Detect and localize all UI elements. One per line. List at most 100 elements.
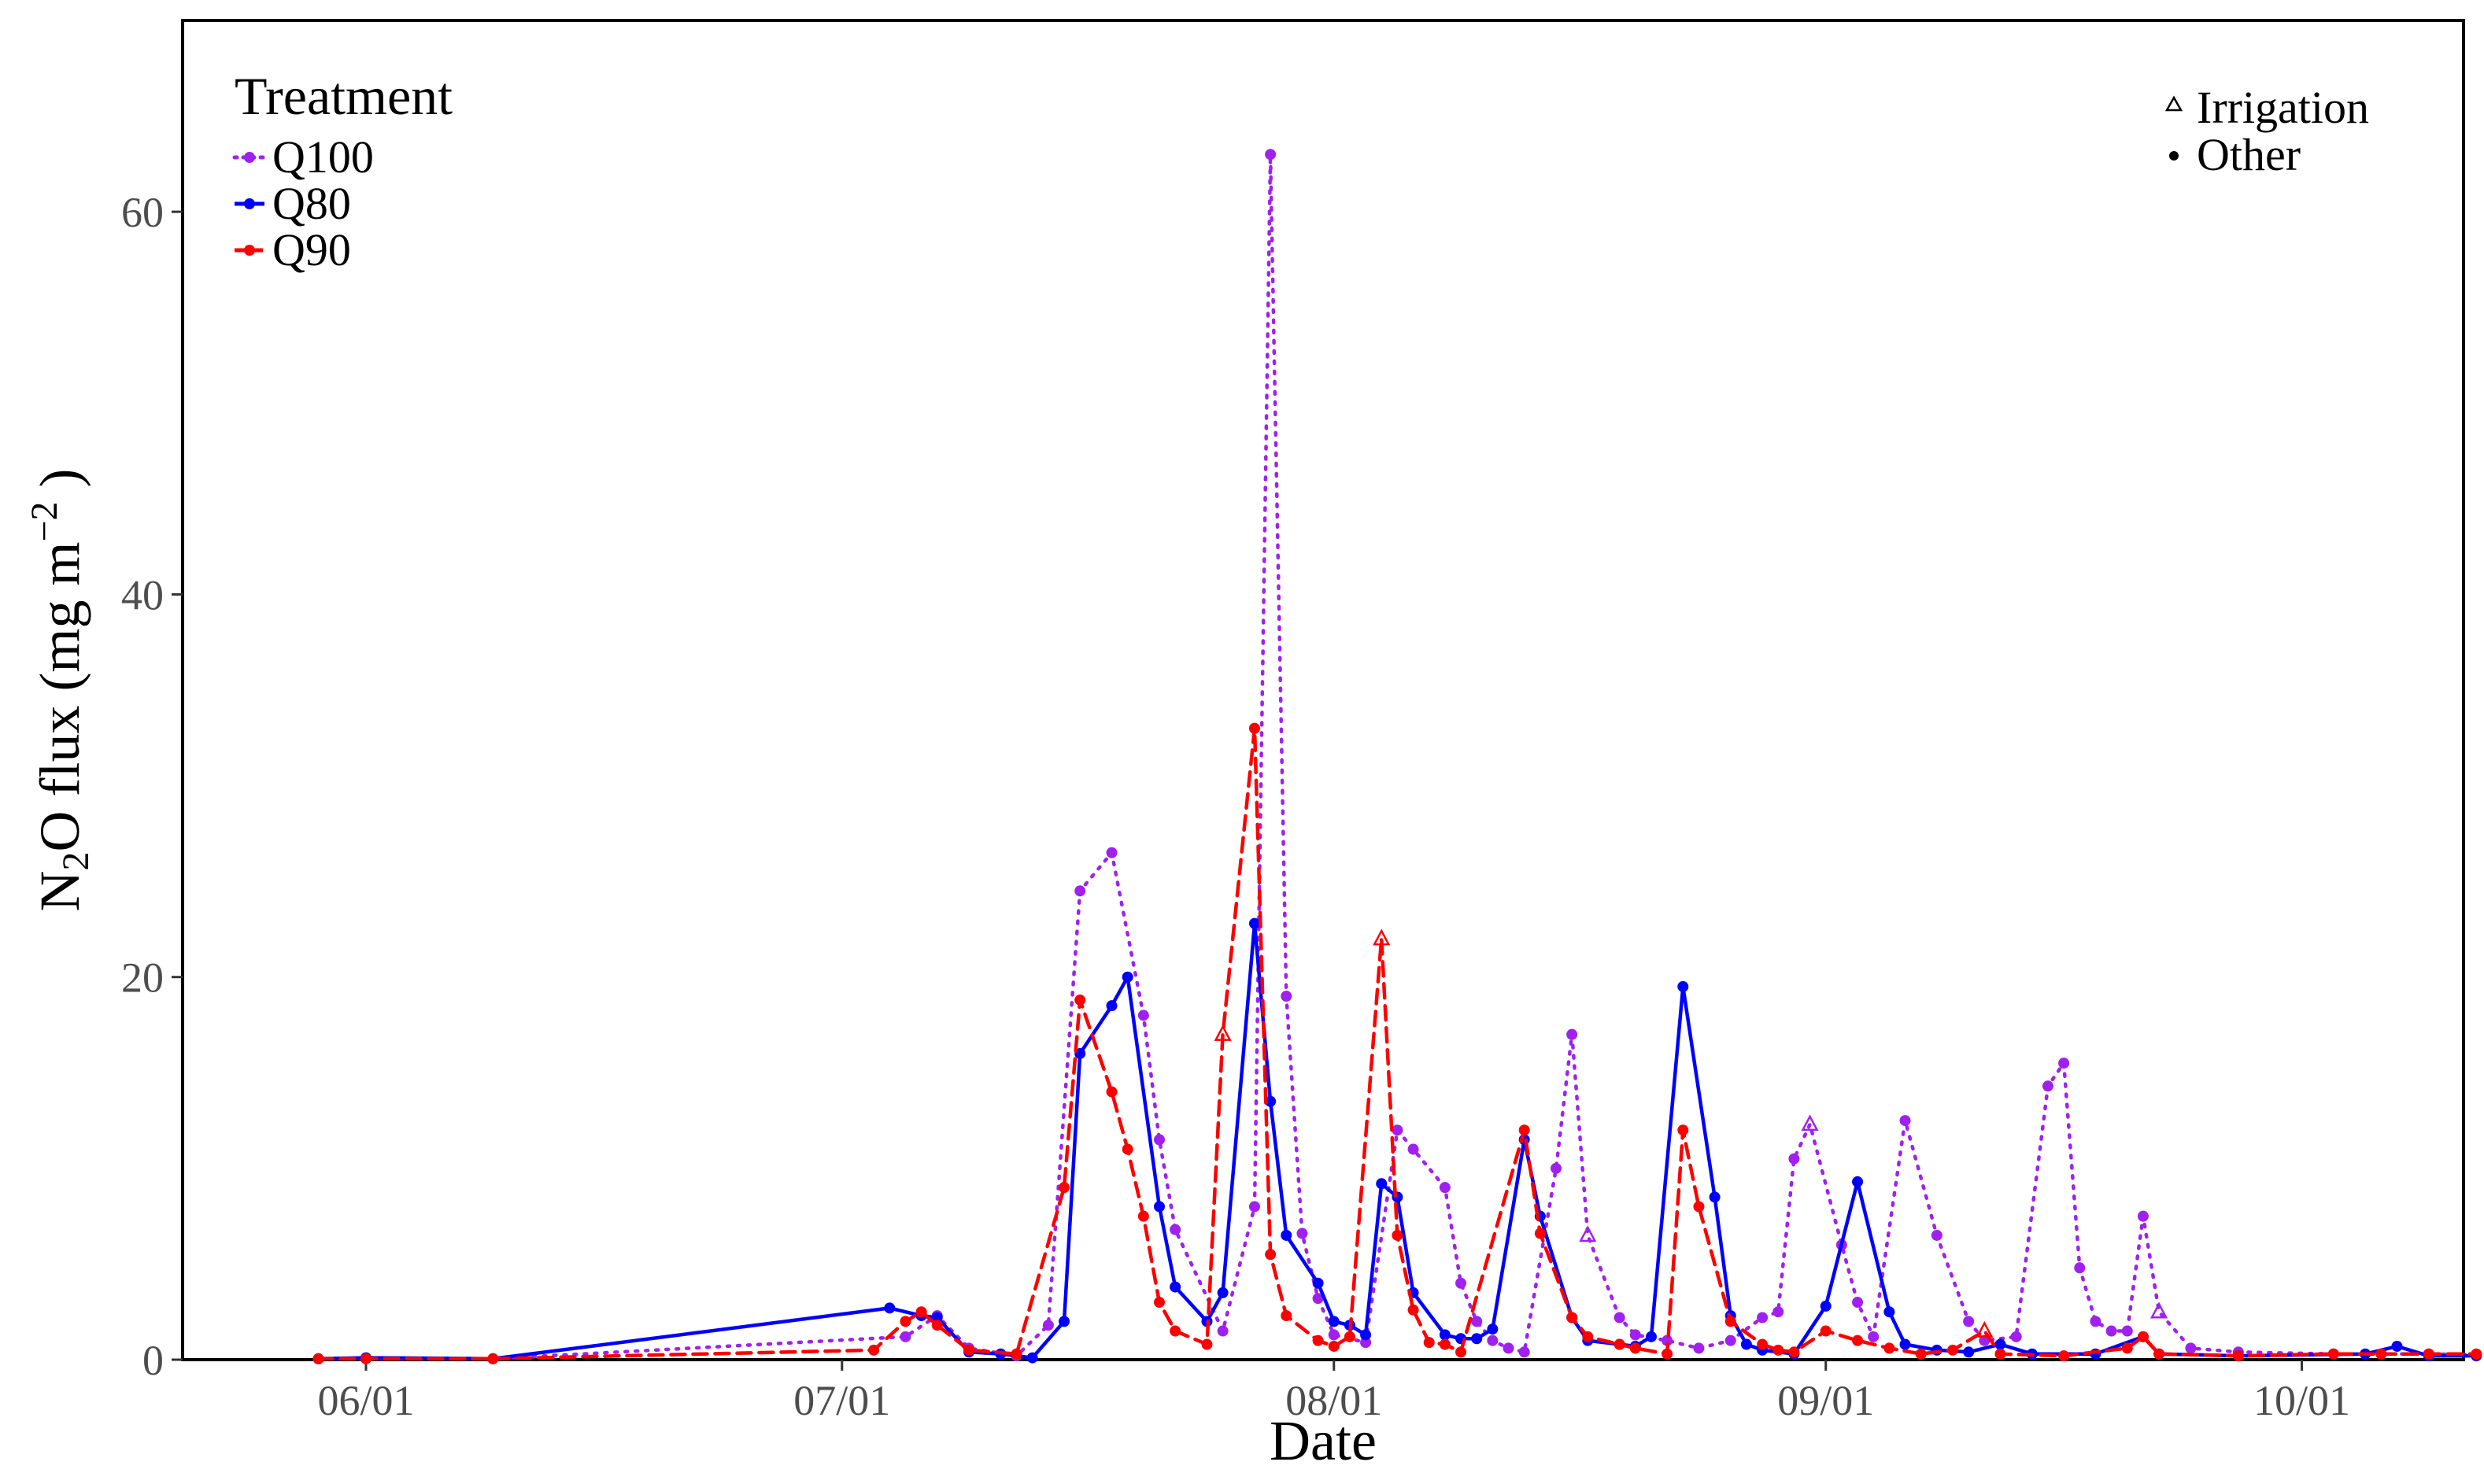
data-point-q100-42 <box>1852 1297 1864 1309</box>
data-point-q90-15 <box>1170 1325 1181 1337</box>
data-point-q100-16 <box>1281 991 1292 1002</box>
data-point-q80-13 <box>1154 1201 1165 1213</box>
data-point-q90-53 <box>2153 1348 2165 1360</box>
legend-title: Treatment <box>235 66 453 126</box>
data-point-q90-58 <box>2471 1348 2482 1360</box>
data-point-q90-10 <box>1074 994 1086 1006</box>
data-point-q90-12 <box>1122 1143 1133 1155</box>
data-point-q90-18 <box>1248 722 1260 734</box>
irrigation-point-q90-48 <box>1976 1320 1994 1338</box>
data-point-q80-24 <box>1376 1178 1388 1190</box>
data-point-q90-27 <box>1423 1337 1435 1349</box>
data-point-q90-2 <box>487 1353 499 1364</box>
data-point-q90-36 <box>1662 1348 1673 1360</box>
x-tick-label-4: 10/01 <box>2253 1377 2350 1424</box>
data-point-q90-34 <box>1613 1338 1625 1350</box>
data-point-q100-53 <box>2105 1325 2117 1337</box>
series-q100 <box>312 149 2482 1364</box>
legend-entry-q90: Q90 <box>235 224 351 275</box>
data-point-q90-55 <box>2327 1348 2339 1360</box>
legend-entry-q100: Q100 <box>232 131 374 183</box>
y-axis-title: N2O flux (mg m−2 ) <box>24 468 97 911</box>
data-point-q100-8 <box>1074 885 1086 897</box>
data-point-q80-19 <box>1281 1229 1292 1241</box>
data-point-q80-29 <box>1471 1333 1483 1345</box>
y-axis-title-end: ) <box>28 468 91 501</box>
data-point-q90-3 <box>868 1344 880 1356</box>
data-point-q100-22 <box>1407 1143 1419 1155</box>
shape-legend: Irrigation Other <box>2164 82 2369 180</box>
data-point-q100-18 <box>1312 1293 1324 1305</box>
other-dot-icon <box>2169 151 2179 161</box>
data-point-q100-23 <box>1439 1182 1451 1194</box>
data-point-q80-16 <box>1217 1287 1229 1298</box>
data-point-q90-43 <box>1820 1325 1832 1337</box>
data-point-q100-45 <box>1931 1229 1942 1241</box>
data-point-q80-49 <box>1963 1346 1975 1358</box>
series-line-q100 <box>316 152 2478 1361</box>
data-point-q100-29 <box>1551 1162 1562 1174</box>
data-point-q100-44 <box>1899 1115 1911 1127</box>
x-tick-label-2: 08/01 <box>1285 1377 1382 1424</box>
data-point-q90-16 <box>1201 1338 1213 1350</box>
irrigation-point-q90-24 <box>1373 928 1391 946</box>
data-point-q100-43 <box>1868 1331 1880 1342</box>
irrigation-triangle-icon <box>2164 95 2183 112</box>
data-point-q90-54 <box>2232 1350 2244 1362</box>
x-axis-title: Date <box>1270 1409 1377 1472</box>
data-point-q80-14 <box>1170 1281 1181 1293</box>
data-point-q100-54 <box>2121 1325 2133 1337</box>
data-point-q90-9 <box>1059 1182 1070 1194</box>
data-point-q100-26 <box>1487 1334 1499 1346</box>
data-point-q90-45 <box>1883 1342 1895 1354</box>
data-point-q100-14 <box>1248 1201 1260 1213</box>
irrigation-point-q100-40 <box>1801 1114 1819 1131</box>
data-point-q100-30 <box>1566 1028 1578 1040</box>
data-point-q80-8 <box>1026 1352 1038 1364</box>
data-point-q90-51 <box>2121 1342 2133 1354</box>
data-point-q80-41 <box>1740 1338 1752 1350</box>
data-point-q100-52 <box>2090 1316 2101 1327</box>
data-point-q100-51 <box>2074 1262 2086 1274</box>
x-tick-label-1: 07/01 <box>793 1377 890 1424</box>
data-point-q90-19 <box>1265 1249 1277 1261</box>
data-point-q100-33 <box>1629 1329 1641 1341</box>
data-point-q100-32 <box>1613 1312 1625 1323</box>
data-point-q90-32 <box>1566 1312 1578 1323</box>
y-axis-title-superscript: −2 <box>24 501 65 541</box>
data-point-q90-0 <box>312 1353 324 1364</box>
plot-panel-border <box>181 19 2465 1361</box>
data-point-q90-30 <box>1518 1124 1530 1136</box>
x-tick-label-3: 09/01 <box>1777 1377 1874 1424</box>
data-point-q100-20 <box>1360 1337 1372 1349</box>
data-point-q100-35 <box>1693 1342 1705 1354</box>
legend-label-q90: Q90 <box>272 224 351 275</box>
data-point-q80-11 <box>1106 1000 1118 1012</box>
data-point-q100-55 <box>2137 1210 2149 1222</box>
data-point-q80-39 <box>1709 1191 1721 1203</box>
y-axis-title-middle: O flux (mg m <box>28 542 91 852</box>
data-point-q100-46 <box>1963 1316 1975 1327</box>
y-tick-label-2: 40 <box>121 571 164 618</box>
y-tick-label-3: 60 <box>121 189 164 236</box>
data-point-q90-49 <box>1994 1348 2006 1360</box>
data-point-q100-15 <box>1265 149 1277 161</box>
series-layer <box>312 149 2482 1364</box>
data-point-q90-56 <box>2375 1348 2387 1360</box>
legend-label-q80: Q80 <box>272 178 351 229</box>
data-point-q80-21 <box>1328 1316 1340 1327</box>
irrigation-point-q90-17 <box>1214 1024 1232 1041</box>
data-point-q90-20 <box>1281 1310 1292 1322</box>
data-point-q100-21 <box>1392 1124 1403 1136</box>
data-point-q90-31 <box>1534 1227 1546 1239</box>
data-point-q90-47 <box>1947 1344 1958 1356</box>
data-point-q90-41 <box>1772 1344 1784 1356</box>
data-point-q100-27 <box>1503 1342 1514 1354</box>
data-point-q90-40 <box>1757 1338 1769 1350</box>
data-point-q80-38 <box>1677 980 1689 992</box>
data-point-q100-48 <box>2010 1331 2022 1342</box>
data-point-q90-33 <box>1582 1331 1594 1342</box>
data-point-q80-57 <box>2391 1340 2403 1352</box>
data-point-q80-5 <box>931 1312 943 1323</box>
x-tick-label-0: 06/01 <box>317 1377 414 1424</box>
